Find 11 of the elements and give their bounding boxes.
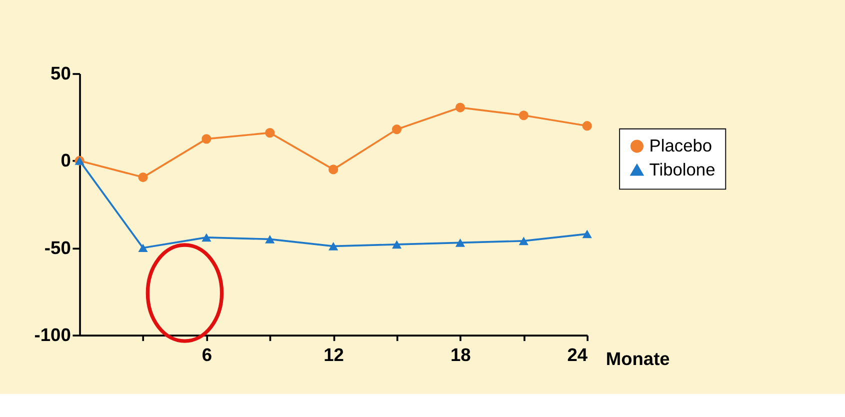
legend-label: Tibolone xyxy=(649,160,716,180)
x-axis-title: Monate xyxy=(606,348,670,369)
x-tick-label: 24 xyxy=(567,344,588,366)
y-tick-label: 0 xyxy=(60,150,71,171)
x-tick-label: 12 xyxy=(324,344,344,366)
x-tick-label: 6 xyxy=(202,344,212,366)
y-tick-label: -100 xyxy=(34,324,71,346)
y-tick-label: -50 xyxy=(44,236,71,258)
x-tick-label: 18 xyxy=(450,344,471,366)
y-tick-label: 50 xyxy=(50,62,71,84)
legend-label: Placebo xyxy=(649,136,712,156)
